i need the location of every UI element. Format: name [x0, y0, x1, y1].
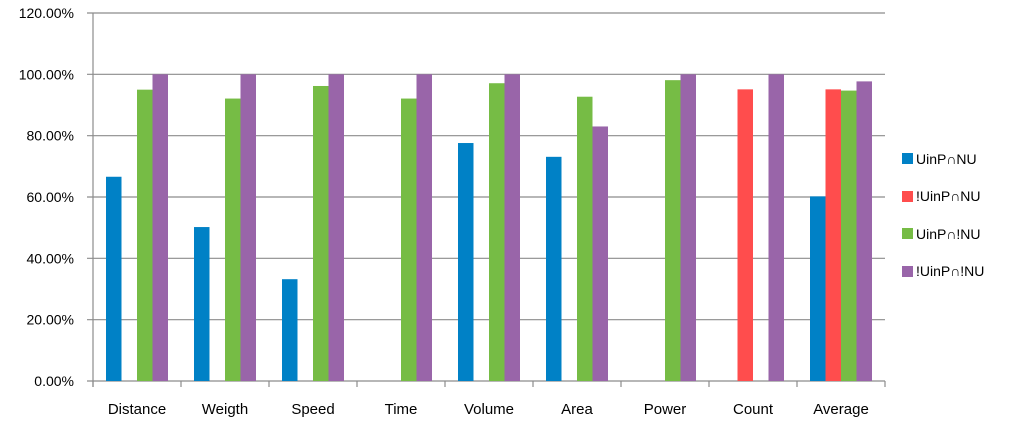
bar-power-series-4 — [680, 74, 696, 381]
x-tick-label: Distance — [108, 401, 166, 418]
bar-volume-series-1 — [458, 143, 474, 381]
bar-speed-series-1 — [282, 279, 298, 381]
bar-weigth-series-3 — [225, 98, 241, 381]
legend-label: !UinP∩!NU — [916, 263, 985, 280]
bar-distance-series-1 — [106, 176, 122, 381]
x-tick-label: Average — [813, 401, 869, 418]
y-tick-label: 40.00% — [27, 250, 74, 266]
bar-count-series-4 — [768, 74, 784, 381]
bar-power-series-3 — [665, 80, 681, 381]
x-tick-label: Weigth — [202, 401, 248, 418]
legend-swatch — [902, 265, 913, 277]
legend-swatch — [902, 190, 913, 202]
bar-distance-series-4 — [152, 74, 168, 381]
bar-distance-series-3 — [137, 89, 153, 382]
bar-average-series-3 — [841, 90, 857, 381]
x-tick-label: Volume — [464, 401, 514, 418]
legend-item: !UinP∩!NU — [902, 253, 984, 291]
legend-item: UinP∩!NU — [902, 215, 984, 253]
legend: UinP∩NU !UinP∩NU UinP∩!NU !UinP∩!NU — [902, 140, 984, 290]
x-tick-label: Power — [644, 401, 687, 418]
legend-swatch — [902, 228, 913, 240]
bar-area-series-3 — [577, 96, 593, 381]
bar-area-series-1 — [546, 156, 562, 381]
y-tick-label: 20.00% — [27, 312, 74, 328]
bar-weigth-series-4 — [240, 74, 256, 381]
x-tick-label: Area — [561, 401, 593, 418]
bar-weigth-series-1 — [194, 227, 210, 381]
legend-item: UinP∩NU — [902, 140, 984, 178]
legend-label: UinP∩!NU — [916, 225, 981, 242]
bar-average-series-1 — [810, 196, 826, 381]
y-tick-label: 80.00% — [27, 128, 74, 144]
legend-label: UinP∩NU — [916, 150, 977, 167]
bar-time-series-3 — [401, 98, 417, 381]
x-tick-label: Time — [385, 401, 418, 418]
bar-speed-series-3 — [313, 85, 329, 381]
y-tick-label: 120.00% — [19, 5, 74, 21]
bar-average-series-2 — [825, 89, 841, 382]
x-tick-label: Count — [733, 401, 774, 418]
x-tick-label: Speed — [291, 401, 334, 418]
y-tick-label: 0.00% — [34, 373, 74, 389]
y-tick-label: 60.00% — [27, 189, 74, 205]
bar-speed-series-4 — [328, 74, 344, 381]
legend-swatch — [902, 153, 913, 165]
bar-volume-series-4 — [504, 74, 520, 381]
legend-item: !UinP∩NU — [902, 178, 984, 216]
bar-area-series-4 — [592, 126, 608, 381]
bar-time-series-4 — [416, 74, 432, 381]
y-tick-label: 100.00% — [19, 66, 74, 82]
legend-label: !UinP∩NU — [916, 188, 981, 205]
bar-average-series-4 — [856, 81, 872, 382]
bar-volume-series-3 — [489, 83, 505, 381]
bar-count-series-2 — [737, 89, 753, 382]
